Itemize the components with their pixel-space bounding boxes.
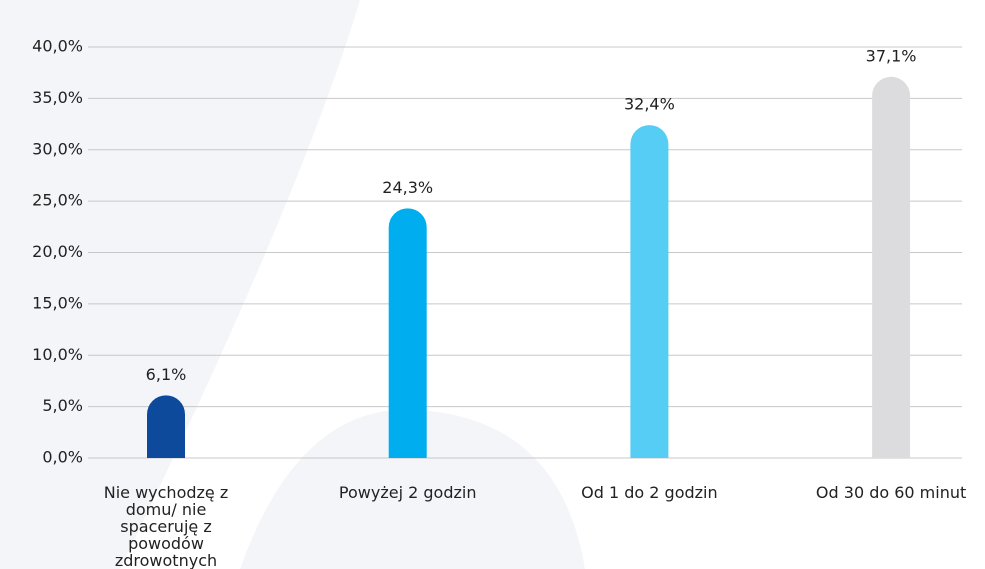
y-tick-label: 20,0% [32, 242, 83, 261]
x-tick-label: Powyżej 2 godzin [338, 483, 477, 502]
bar [147, 395, 185, 458]
y-tick-label: 5,0% [42, 396, 83, 415]
bar [630, 125, 669, 458]
x-tick-label: Nie wychodzę z domu/ nie spaceruję z pow… [103, 483, 229, 569]
y-tick-label: 15,0% [32, 293, 83, 312]
bar [872, 76, 911, 459]
value-label: 32,4% [624, 95, 675, 114]
background-shape [0, 0, 360, 569]
value-label: 6,1% [146, 365, 187, 384]
bar [388, 208, 427, 458]
y-tick-label: 35,0% [32, 88, 83, 107]
y-tick-label: 0,0% [42, 448, 83, 467]
y-tick-label: 10,0% [32, 345, 83, 364]
background-shape [240, 409, 585, 569]
x-tick-label: Od 30 do 60 minut [815, 483, 967, 502]
y-tick-label: 25,0% [32, 191, 83, 210]
y-tick-label: 30,0% [32, 139, 83, 158]
y-tick-label: 40,0% [32, 37, 83, 56]
x-tick-label: Od 1 do 2 godzin [581, 483, 718, 502]
value-label: 24,3% [382, 178, 433, 197]
value-label: 37,1% [866, 46, 917, 65]
